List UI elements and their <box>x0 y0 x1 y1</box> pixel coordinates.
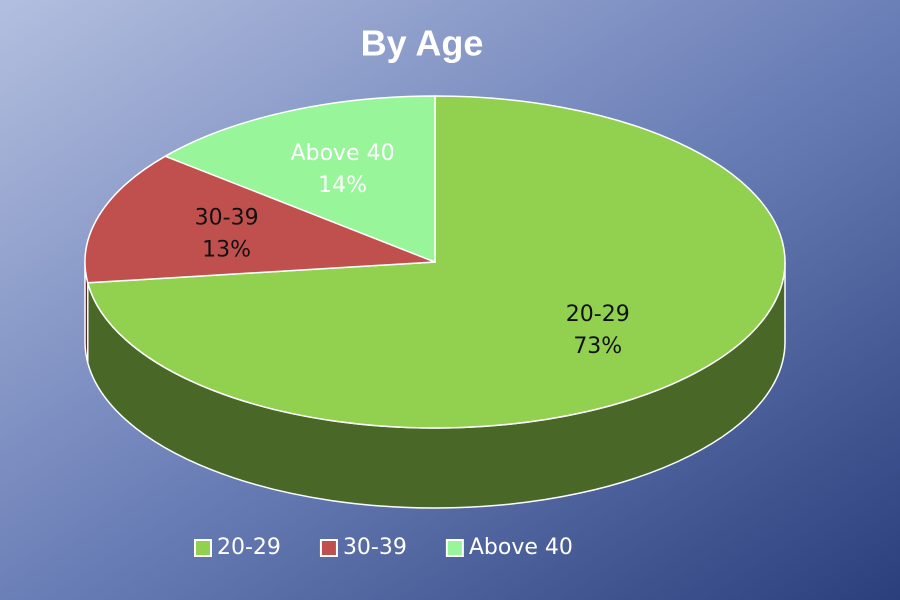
pie-slice <box>163 95 436 264</box>
legend-swatch <box>194 539 212 557</box>
legend-label: 30-39 <box>343 535 407 560</box>
legend: 20-29 30-39 Above 40 <box>194 535 573 560</box>
data-label-value: 13% <box>202 237 251 262</box>
data-label-value: 14% <box>318 173 367 198</box>
legend-swatch <box>319 539 338 557</box>
data-label-category: 20-29 <box>566 302 630 327</box>
legend-label: Above 40 <box>469 535 573 560</box>
data-label-value: 73% <box>573 334 622 359</box>
pie-slice <box>84 155 436 284</box>
chart-title: By Age <box>361 23 484 64</box>
data-label-category: Above 40 <box>291 141 395 166</box>
pie: 20-29 73% 30-39 13% Above 40 14% <box>84 95 786 509</box>
legend-label: 20-29 <box>217 535 281 560</box>
legend-swatch <box>445 539 464 557</box>
pie-slice <box>86 95 786 429</box>
data-label-category: 30-39 <box>195 205 259 230</box>
